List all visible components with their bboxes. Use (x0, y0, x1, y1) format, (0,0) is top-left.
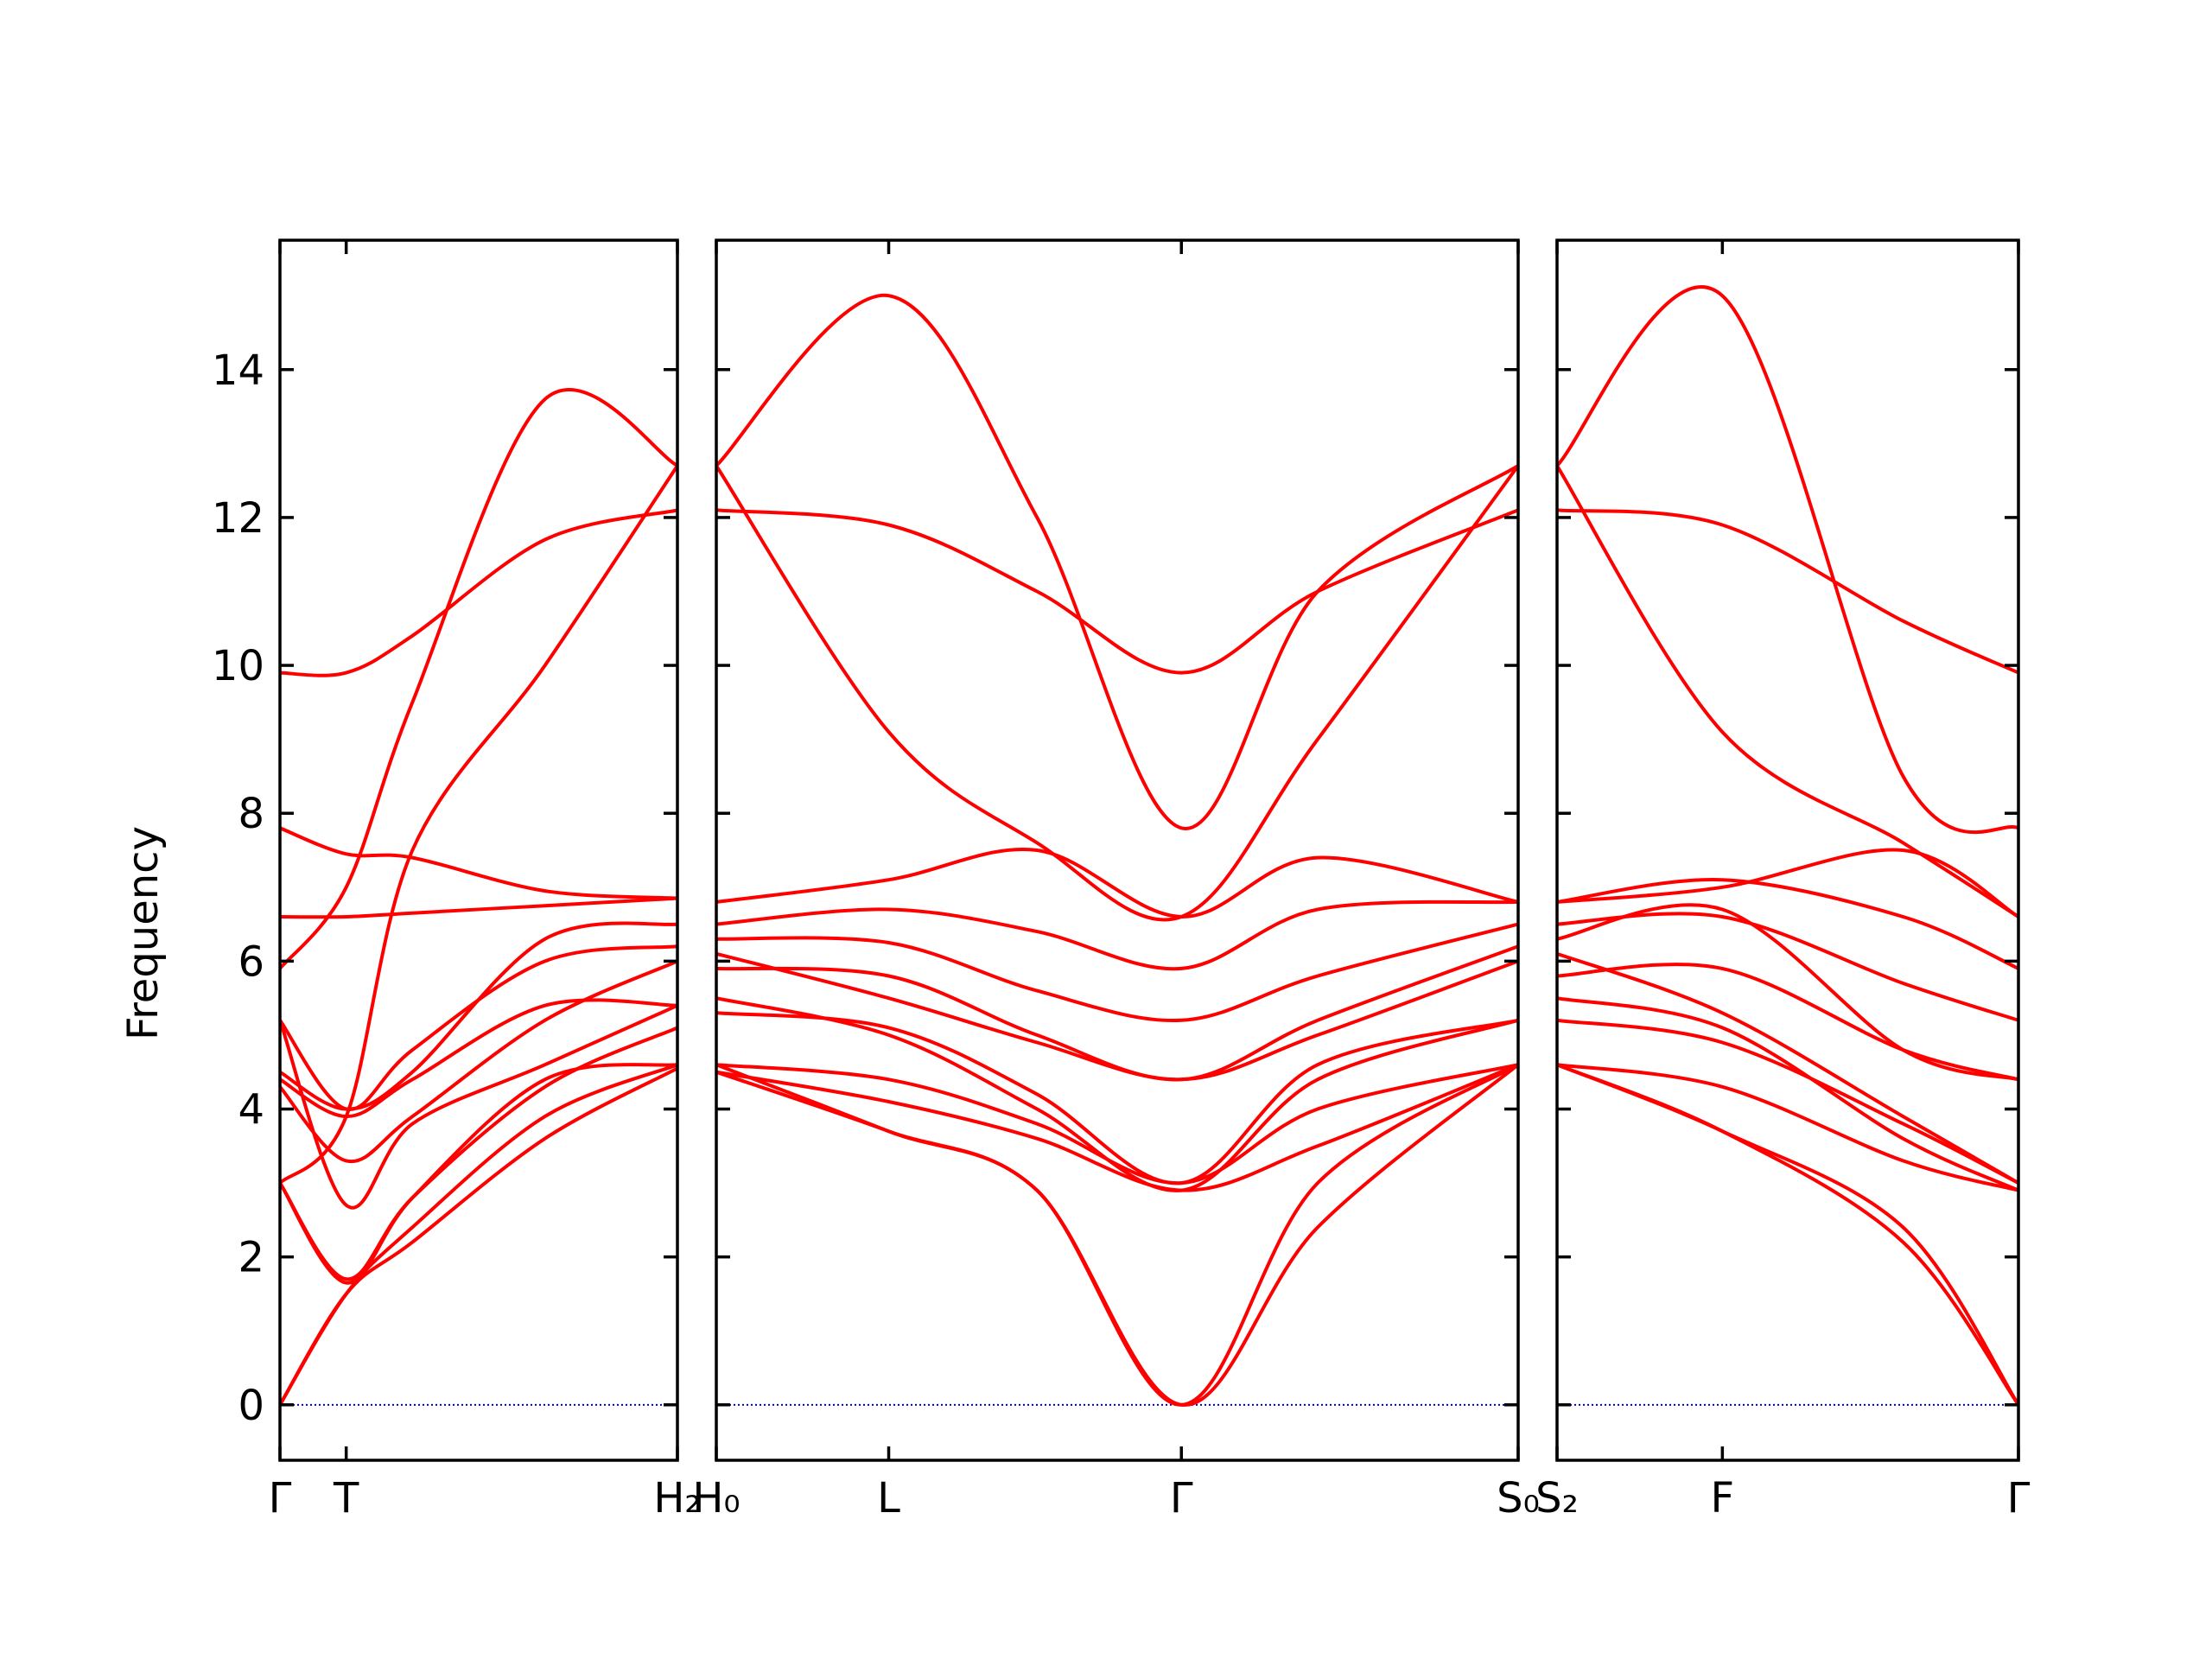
band-line-p1-9 (280, 896, 677, 919)
band-line-p3-13 (1557, 1063, 2018, 1407)
bands (716, 294, 1518, 1407)
x-tick-label: H₂ (653, 1474, 701, 1522)
band-line-p2-9 (716, 1011, 1518, 1185)
band-line-p2-12 (716, 1063, 1518, 1192)
band-line-p3-12 (1557, 1063, 2018, 1192)
x-tick-label: T (333, 1474, 359, 1522)
band-line-p1-8 (280, 944, 677, 1111)
band-line-p3-9 (1557, 951, 2018, 1185)
band-line-p2-6 (716, 922, 1518, 1023)
x-tick-label: Γ (269, 1474, 292, 1522)
x-tick-label: Γ (1170, 1474, 1193, 1522)
band-line-p2-1 (716, 294, 1518, 830)
panel-frame (1555, 238, 2020, 1462)
x-tick-label: H₀ (692, 1474, 740, 1522)
y-axis-label: Frequency (119, 826, 168, 1040)
panel-p2: H₀ L Γ S₀ (692, 238, 1540, 1522)
x-tick-label: L (877, 1474, 900, 1522)
band-line-p1-5 (280, 1003, 677, 1210)
x-tick-label: Γ (2007, 1474, 2031, 1522)
panel-frame (278, 238, 679, 1462)
band-line-p3-3 (1557, 464, 2018, 918)
bands (280, 388, 677, 1407)
band-line-p2-5 (716, 899, 1518, 971)
band-line-p3-4 (1557, 848, 2018, 918)
bands (1557, 285, 2018, 1407)
panel-p1: Γ T H₂ (269, 238, 702, 1522)
band-line-p2-10 (716, 996, 1518, 1192)
band-line-p1-10 (280, 826, 677, 900)
x-tick-label: S₀ (1497, 1474, 1540, 1522)
panel-frame (715, 238, 1520, 1462)
band-line-p1-11 (280, 388, 677, 970)
band-line-p2-2 (716, 508, 1518, 675)
band-line-p3-14 (1557, 1063, 2018, 1407)
x-tick-label: S₂ (1535, 1474, 1579, 1522)
band-line-p2-8 (716, 951, 1518, 1082)
y-tick-label: 0 (238, 1382, 264, 1430)
y-tick-label: 12 (212, 494, 264, 543)
band-line-p1-14 (280, 464, 677, 1185)
y-tick-label: 2 (238, 1234, 264, 1282)
band-line-p1-7 (280, 998, 677, 1119)
band-line-p3-7 (1557, 903, 2018, 1082)
band-line-p1-6 (280, 959, 677, 1164)
y-tick-label: 8 (238, 790, 264, 838)
y-tick-label: 14 (212, 346, 264, 395)
band-line-p2-3 (716, 464, 1518, 922)
band-line-p3-11 (1557, 1018, 2018, 1185)
y-tick-label: 6 (238, 938, 264, 986)
band-line-p3-2 (1557, 508, 2018, 675)
x-tick-label: F (1711, 1474, 1735, 1522)
y-tick-label: 10 (212, 642, 264, 690)
band-line-p1-4 (280, 1026, 677, 1281)
band-line-p2-11 (716, 1063, 1518, 1185)
panel-p3: S₂ F Γ (1535, 238, 2031, 1522)
band-line-p1-12 (280, 508, 677, 677)
band-line-p1-2 (280, 1063, 677, 1407)
band-line-p2-14 (716, 1063, 1518, 1407)
band-line-p1-13 (280, 921, 677, 1111)
band-line-p3-1 (1557, 285, 2018, 835)
y-tick-label: 4 (238, 1086, 264, 1135)
band-line-p3-8 (1557, 963, 2018, 1082)
y-axis: 0 2 4 6 8 10 12 14 (212, 346, 264, 1430)
band-line-p1-1 (280, 1066, 677, 1407)
band-line-p2-4 (716, 848, 1518, 919)
band-line-p3-5 (1557, 877, 2018, 970)
